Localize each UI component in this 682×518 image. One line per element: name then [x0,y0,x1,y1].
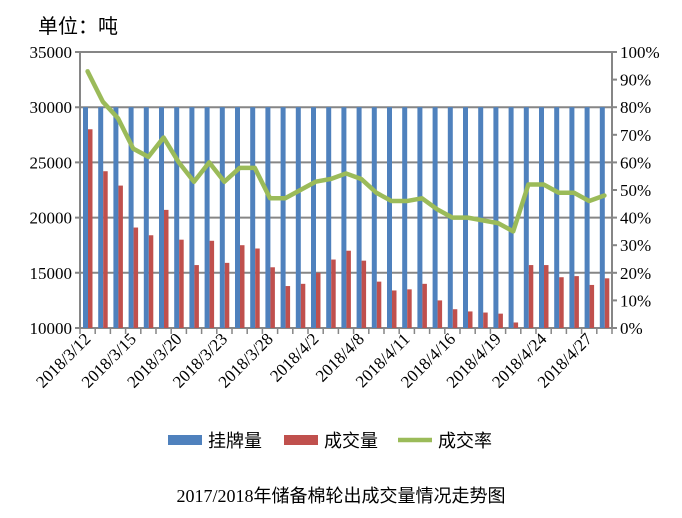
bar-listed [432,107,438,328]
bar-traded [255,248,260,328]
bar-traded [422,283,427,328]
bar-listed [250,107,256,328]
legend-label: 成交率 [438,431,492,451]
bar-listed [143,107,149,328]
y-left-tick-label: 20000 [30,209,73,228]
bar-traded [528,265,534,328]
bar-listed [128,107,134,328]
bar-listed [569,107,575,328]
bar-traded [498,313,503,328]
bar-traded [88,129,93,328]
bar-traded [483,312,488,328]
bar-traded [331,259,336,328]
y-right-tick-label: 40% [620,209,651,228]
bar-traded [559,277,564,328]
bar-traded [118,185,123,328]
bar-traded [300,283,306,328]
y-left-tick-label: 15000 [30,264,73,283]
bar-listed [402,107,408,328]
bar-listed [341,107,347,328]
bar-traded [270,267,275,328]
bar-listed [295,107,301,328]
chart-title: 2017/2018年储备棉轮出成交量情况走势图 [176,486,506,506]
y-right-tick-label: 60% [620,153,651,172]
bar-listed [387,107,392,328]
bar-listed [280,107,286,328]
bar-listed [219,107,225,328]
y-right-tick-label: 100% [620,43,660,62]
bar-traded [224,262,230,328]
bar-listed [508,107,514,328]
bar-listed [174,107,180,328]
bar-listed [493,107,499,328]
y-right-tick-label: 0% [620,319,643,338]
bar-listed [417,107,423,328]
y-right-tick-label: 90% [620,71,651,90]
bar-traded [544,265,549,328]
y-left-tick-label: 35000 [30,43,73,62]
bar-listed [554,107,560,328]
bar-traded [452,309,458,328]
bar-traded [148,235,154,328]
bar-traded [209,240,215,328]
bar-listed [478,107,484,328]
y-left-tick-label: 30000 [30,98,73,117]
bar-listed [113,107,119,328]
bar-traded [240,245,245,328]
bar-traded [468,311,473,328]
chart-svg: 10000 15000 20000 25000 30000 35000 0% 10% 20% 30… [30,43,660,451]
legend-swatch-bar [284,435,318,445]
bar-listed [311,107,316,328]
legend-label: 挂牌量 [208,431,262,451]
bar-listed [539,107,544,328]
bar-listed [83,107,88,328]
bar-traded [346,250,351,328]
legend-swatch-bar [168,435,202,445]
y-left-tick-label: 10000 [30,319,73,338]
bar-traded [407,289,412,328]
y-right-tick-label: 20% [620,264,651,283]
bar-listed [371,107,377,328]
unit-label: 单位：吨 [38,14,118,38]
bar-listed [98,107,104,328]
bar-listed [356,107,362,328]
bar-traded [589,284,595,328]
bar-traded [194,265,199,328]
bar-listed [204,107,210,328]
bar-traded [437,300,443,328]
bar-traded [164,209,169,328]
bar-traded [513,322,519,328]
bar-listed [235,107,240,328]
x-tick-label: 2018/4/2 [266,329,322,385]
y-right-tick-label: 70% [620,126,651,145]
bar-traded [316,272,321,328]
bar-traded [361,260,367,328]
bar-listed [599,107,605,328]
y-left-tick-label: 25000 [30,153,73,172]
bar-listed [523,107,529,328]
bar-traded [179,239,184,328]
y-right-tick-label: 50% [620,181,651,200]
bar-listed [159,107,164,328]
bar-listed [189,107,195,328]
bar-traded [285,286,291,328]
bar-listed [265,107,271,328]
bar-traded [103,171,108,328]
bar-listed [326,107,332,328]
y-right-tick-label: 10% [620,291,651,310]
bar-traded [574,276,579,328]
y-right-tick-label: 80% [620,98,651,117]
bar-traded [376,281,382,328]
bar-traded [133,227,139,328]
bar-traded [604,278,610,328]
y-right-tick-label: 30% [620,236,651,255]
legend-label: 成交量 [324,431,378,451]
bar-listed [584,107,590,328]
bar-traded [392,290,397,328]
